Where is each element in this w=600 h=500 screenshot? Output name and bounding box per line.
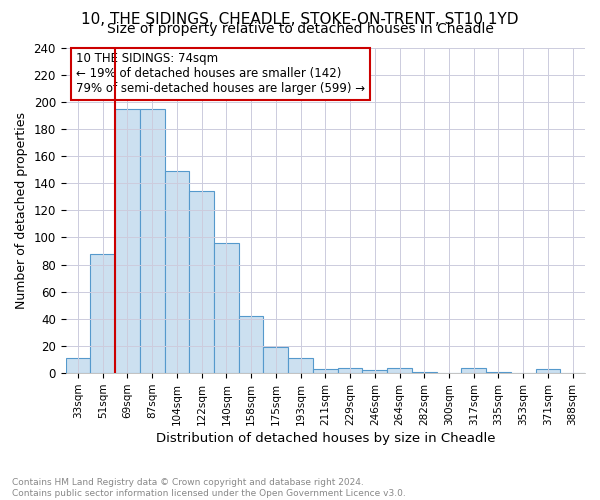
Text: Contains HM Land Registry data © Crown copyright and database right 2024.
Contai: Contains HM Land Registry data © Crown c… (12, 478, 406, 498)
Text: 10, THE SIDINGS, CHEADLE, STOKE-ON-TRENT, ST10 1YD: 10, THE SIDINGS, CHEADLE, STOKE-ON-TRENT… (81, 12, 519, 28)
Bar (461, 368, 486, 373)
Bar (536, 369, 560, 373)
Bar (190, 192, 214, 373)
Text: Size of property relative to detached houses in Cheadle: Size of property relative to detached ho… (107, 22, 493, 36)
Bar (263, 348, 288, 373)
Bar (338, 368, 362, 373)
Bar (486, 372, 511, 373)
Bar (387, 368, 412, 373)
Text: 10 THE SIDINGS: 74sqm
← 19% of detached houses are smaller (142)
79% of semi-det: 10 THE SIDINGS: 74sqm ← 19% of detached … (76, 52, 365, 96)
Bar (239, 316, 263, 373)
X-axis label: Distribution of detached houses by size in Cheadle: Distribution of detached houses by size … (155, 432, 495, 445)
Bar (288, 358, 313, 373)
Bar (214, 243, 239, 373)
Bar (313, 369, 338, 373)
Bar (91, 254, 115, 373)
Bar (140, 108, 164, 373)
Bar (115, 108, 140, 373)
Bar (362, 370, 387, 373)
Bar (164, 171, 190, 373)
Y-axis label: Number of detached properties: Number of detached properties (15, 112, 28, 309)
Bar (65, 358, 91, 373)
Bar (412, 372, 437, 373)
